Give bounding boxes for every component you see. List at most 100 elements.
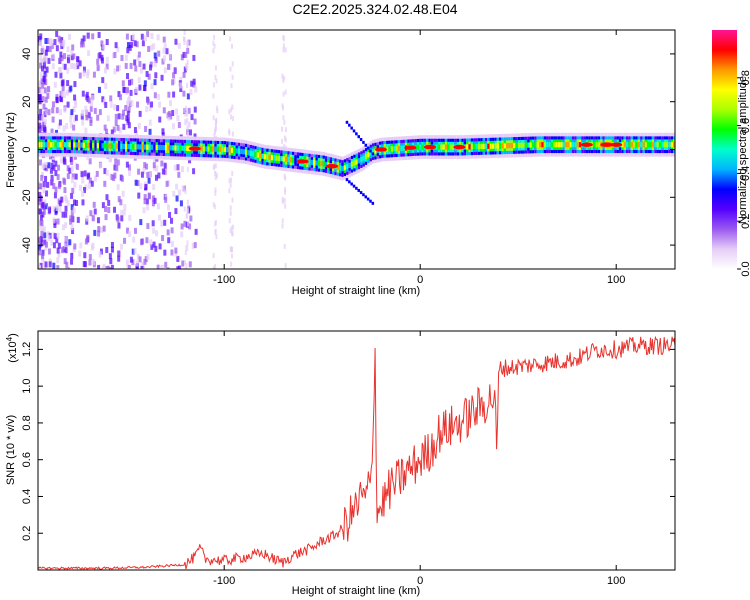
heatmap-cell — [183, 107, 186, 113]
heatmap-cell — [374, 148, 377, 154]
heatmap-cell — [364, 143, 368, 147]
heatmap-cell — [215, 234, 218, 240]
heatmap-cell — [52, 183, 56, 190]
heatmap-cell — [144, 35, 148, 42]
heatmap-cell — [117, 113, 121, 120]
heatmap-cell — [633, 142, 636, 148]
heatmap-cell — [39, 72, 43, 79]
heatmap-cell — [630, 142, 634, 148]
heatmap-cell — [186, 117, 189, 123]
heatmap-cell — [127, 264, 131, 269]
heatmap-cell — [54, 170, 58, 177]
heatmap-cell — [97, 86, 101, 93]
heatmap-cell — [65, 266, 69, 269]
heatmap-cell — [85, 91, 89, 98]
heatmap-cell — [128, 231, 132, 238]
heatmap-cell — [57, 123, 61, 130]
heatmap-cell — [128, 101, 132, 108]
heatmap-cell — [214, 190, 217, 196]
heatmap-cell — [357, 158, 361, 164]
heatmap-cell — [268, 154, 271, 160]
heatmap-cell — [164, 261, 168, 268]
heatmap-cell — [113, 68, 117, 75]
heatmap-cell — [482, 143, 485, 150]
heatmap-cell — [39, 241, 43, 248]
heatmap-cell — [494, 143, 497, 149]
heatmap-cell — [50, 176, 54, 183]
heatmap-cell — [230, 83, 233, 89]
heatmap-cell — [104, 101, 108, 108]
colorbar-tick-label: 0.6 — [740, 118, 750, 133]
heatmap-cell — [70, 252, 74, 259]
heatmap-cell — [86, 32, 90, 39]
heatmap-cell — [104, 82, 108, 89]
heatmap-cell — [60, 247, 64, 254]
heatmap-cell — [86, 173, 90, 180]
heatmap-hotspot — [404, 145, 417, 150]
heatmap-cell — [350, 161, 354, 167]
heatmap-cell — [213, 163, 216, 169]
heatmap-cell — [194, 228, 198, 235]
heatmap-cell — [139, 183, 143, 190]
heatmap-cell — [38, 87, 42, 94]
heatmap-cell — [40, 58, 44, 65]
heatmap-cell — [421, 144, 424, 150]
heatmap-cell — [129, 143, 133, 150]
heatmap-cell — [228, 218, 231, 224]
heatmap-cell — [124, 54, 128, 61]
heatmap-cell — [160, 144, 163, 151]
heatmap-cell — [92, 142, 95, 149]
heatmap-cell — [120, 175, 124, 182]
heatmap-cell — [154, 245, 158, 252]
heatmap-cell — [162, 144, 166, 151]
heatmap-cell — [105, 194, 109, 201]
heatmap-cell — [61, 224, 65, 231]
heatmap-cell — [168, 53, 172, 60]
heatmap-cell — [213, 204, 216, 210]
heatmap-cell — [43, 161, 47, 168]
heatmap-cell — [468, 144, 471, 150]
heatmap-cell — [371, 201, 375, 205]
heatmap-cell — [96, 114, 100, 121]
heatmap-cell — [214, 171, 217, 177]
heatmap-cell — [176, 145, 180, 151]
heatmap-cell — [60, 55, 64, 62]
heatmap-cell — [39, 159, 43, 166]
heatmap-cell — [159, 265, 163, 269]
heatmap-cell — [163, 162, 167, 169]
heatmap-cell — [51, 53, 55, 60]
heatmap-cell — [557, 142, 561, 148]
heatmap-cell — [180, 223, 184, 230]
heatmap-cell — [91, 33, 95, 40]
heatmap-cell — [254, 151, 257, 158]
heatmap-cell — [520, 142, 523, 148]
heatmap-cell — [42, 208, 46, 215]
heatmap-cell — [647, 142, 650, 148]
heatmap-cell — [57, 164, 61, 171]
heatmap-cell — [78, 250, 82, 257]
heatmap-cell — [156, 264, 160, 269]
heatmap-cell — [231, 131, 234, 137]
heatmap-cell — [158, 214, 162, 221]
heatmap-cell — [114, 158, 118, 165]
heatmap-cell — [350, 182, 353, 186]
heatmap-cell — [121, 109, 125, 116]
heatmap-cell — [145, 163, 149, 170]
heatmap-cell — [193, 106, 197, 113]
heatmap-cell — [89, 105, 93, 112]
heatmap-cell — [230, 114, 233, 120]
heatmap-cell — [127, 106, 131, 113]
heatmap-cell — [170, 227, 174, 234]
heatmap-cell — [124, 62, 128, 69]
heatmap-cell — [400, 145, 403, 151]
heatmap-cell — [186, 93, 190, 100]
heatmap-cell — [173, 67, 177, 74]
heatmap-cell — [113, 143, 116, 149]
heatmap-cell — [121, 80, 125, 87]
heatmap-cell — [44, 108, 48, 115]
heatmap-cell — [353, 160, 356, 166]
heatmap-cell — [45, 45, 49, 52]
heatmap-cell — [126, 42, 130, 49]
heatmap-cell — [213, 43, 216, 49]
heatmap-cell — [388, 146, 391, 152]
